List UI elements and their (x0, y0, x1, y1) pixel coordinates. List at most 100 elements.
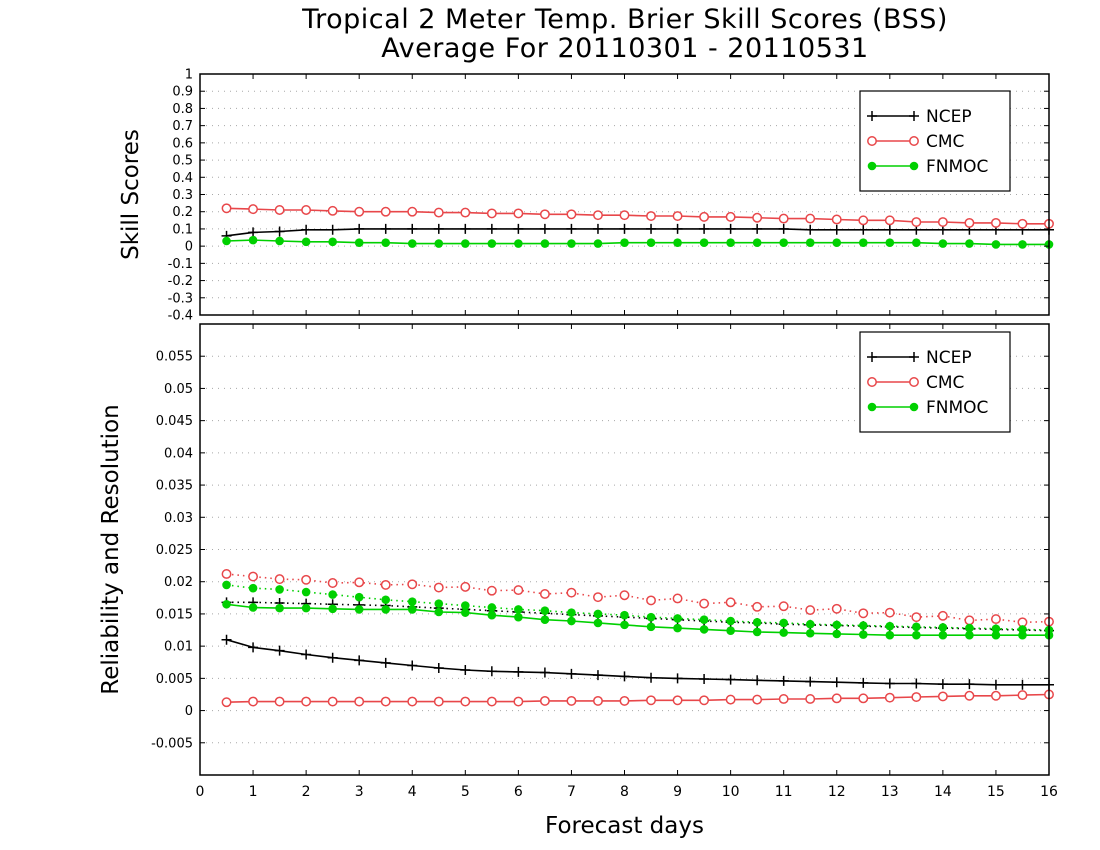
data-point (592, 670, 603, 681)
y-tick-label: 0.7 (172, 119, 193, 134)
data-point (831, 677, 842, 688)
data-point (513, 696, 524, 707)
data-point (619, 210, 630, 221)
data-point (354, 592, 364, 602)
data-point (221, 203, 232, 214)
data-point (778, 223, 789, 234)
data-point (884, 678, 895, 689)
data-point (672, 673, 683, 684)
data-point (752, 694, 763, 705)
data-point (354, 605, 364, 614)
y-tick-label: 0.005 (156, 672, 193, 687)
series-ncep-solid (221, 223, 1054, 241)
legend-marker (867, 136, 877, 146)
data-point (381, 238, 391, 247)
legend-marker (909, 111, 919, 121)
data-point (991, 624, 1001, 634)
data-point (937, 610, 948, 621)
data-point (301, 237, 311, 247)
reliability-resolution-panel: 0.055 0.05 0.045 0.04 0.035 0.03 0.025 0.02 0.01… (98, 323, 1058, 839)
data-point (619, 590, 630, 601)
data-point (619, 695, 630, 706)
series-line (226, 228, 1049, 237)
data-point (433, 582, 444, 593)
y-tick-label: 0.04 (164, 446, 193, 461)
x-tick-label: 15 (987, 784, 1005, 800)
data-point (1017, 218, 1028, 229)
data-point (327, 205, 338, 216)
data-point (275, 236, 284, 246)
data-point (380, 579, 391, 590)
legend-marker (909, 136, 919, 146)
data-point (858, 608, 869, 619)
legend-marker (909, 402, 919, 412)
data-point (885, 630, 895, 640)
data-point (911, 692, 922, 702)
x-tick-label: 7 (567, 784, 576, 800)
data-point (619, 671, 630, 682)
series-line (226, 573, 1050, 624)
series-fnmoc-dotted (222, 580, 1054, 635)
data-point (407, 605, 417, 614)
data-point (567, 616, 576, 626)
data-point (725, 674, 736, 685)
y-tick-label: -0.2 (168, 274, 193, 289)
data-point (646, 211, 656, 221)
data-point (487, 603, 497, 612)
y-tick-label: 0.035 (156, 479, 193, 494)
data-point (964, 217, 975, 228)
data-point (699, 674, 710, 685)
data-point (912, 630, 921, 640)
data-point (566, 209, 577, 220)
data-point (752, 601, 763, 612)
x-tick-label: 9 (673, 784, 682, 800)
chart-title: Tropical 2 Meter Temp. Brier Skill Score… (302, 4, 948, 35)
data-point (486, 223, 497, 234)
data-point (646, 238, 656, 247)
data-point (991, 240, 1001, 249)
series-line (226, 207, 1049, 225)
data-point (805, 224, 816, 235)
series-group (221, 203, 1054, 249)
data-point (673, 614, 682, 623)
data-point (646, 595, 656, 606)
data-point (858, 630, 868, 639)
data-point (699, 695, 710, 706)
data-point (725, 597, 736, 608)
series-line (226, 584, 1050, 631)
data-point (274, 645, 285, 656)
data-point (434, 599, 444, 608)
data-point (885, 621, 895, 631)
x-tick-label: 16 (1040, 784, 1058, 800)
data-point (673, 238, 682, 247)
data-point (274, 574, 285, 585)
data-point (858, 677, 869, 688)
data-point (301, 696, 312, 707)
data-point (805, 238, 815, 247)
x-tick-label: 4 (408, 784, 417, 800)
y-tick-label: 0.8 (172, 102, 193, 117)
data-point (380, 657, 391, 668)
data-point (726, 616, 735, 626)
data-point (937, 679, 948, 690)
data-point (752, 675, 763, 686)
data-point (566, 223, 577, 234)
data-point (779, 238, 788, 247)
data-point (858, 621, 868, 630)
data-point (274, 696, 285, 707)
series-fnmoc-solid (222, 235, 1054, 249)
data-point (884, 215, 895, 226)
data-point (460, 207, 471, 218)
data-point (487, 610, 497, 620)
data-point (566, 695, 577, 706)
data-point (275, 603, 284, 613)
data-point (858, 238, 868, 247)
data-point (964, 690, 975, 701)
data-point (725, 694, 736, 705)
legend-item-ncep: NCEP (867, 107, 972, 127)
legend-label: FNMOC (926, 398, 988, 418)
data-point (248, 583, 258, 593)
data-point (539, 209, 550, 220)
data-point (593, 609, 603, 619)
data-point (911, 217, 922, 227)
